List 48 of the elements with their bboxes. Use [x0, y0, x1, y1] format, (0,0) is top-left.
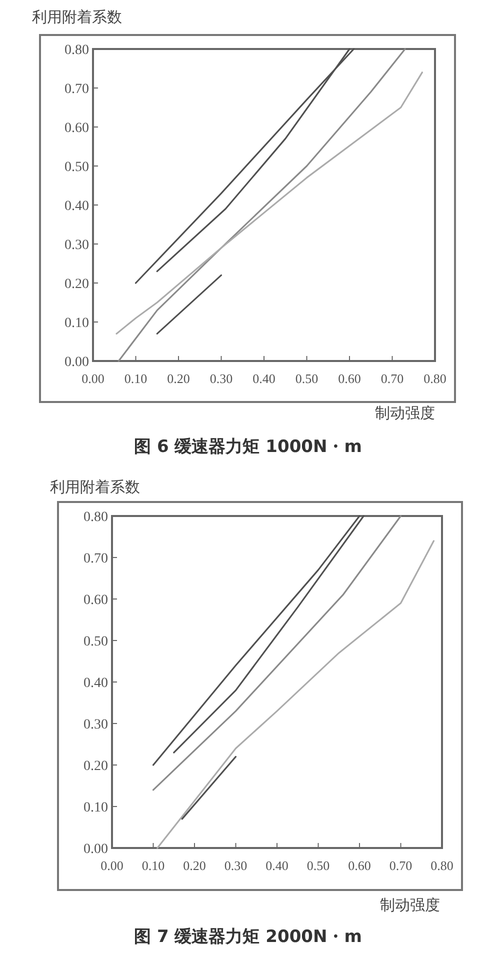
x-tick-label: 0.10: [142, 858, 165, 873]
x-tick-label: 0.80: [424, 371, 446, 386]
y-tick-label: 0.20: [64, 277, 89, 292]
line-series: [134, 48, 355, 284]
text: 图 6 缓速器力矩 1000N・m: [134, 437, 362, 457]
y-tick-label: 0.30: [64, 238, 89, 253]
y-tick-label: 0.00: [64, 355, 89, 370]
y-tick-label: 0.60: [64, 121, 89, 136]
line-series: [118, 48, 406, 362]
y-axis-title: 利用附着系数: [50, 478, 140, 496]
y-tick-label: 0.80: [84, 510, 108, 525]
x-tick-label: 0.60: [338, 371, 361, 386]
line-series: [152, 515, 402, 791]
line-series: [116, 72, 423, 334]
y-axis-title: 利用附着系数: [32, 8, 122, 26]
y-tick-label: 0.00: [84, 842, 108, 857]
text: 图 7 缓速器力矩 2000N・m: [134, 927, 362, 947]
x-tick-label: 0.20: [167, 371, 190, 386]
x-tick-label: 0.30: [224, 858, 248, 873]
x-tick-label: 0.50: [295, 371, 318, 386]
y-tick-label: 0.40: [84, 676, 108, 691]
y-tick-label: 0.80: [64, 43, 89, 58]
line-series: [173, 515, 364, 754]
y-tick-label: 0.30: [84, 718, 108, 732]
y-tick-label: 0.50: [64, 160, 89, 175]
y-tick-label: 0.50: [84, 634, 108, 650]
x-tick-label: 0.00: [100, 858, 124, 873]
x-tick-label: 0.70: [380, 371, 404, 386]
y-tick-label: 0.10: [64, 316, 89, 331]
x-tick-label: 0.70: [389, 858, 412, 873]
y-tick-label: 0.10: [84, 800, 108, 816]
x-tick-label: 0.30: [210, 371, 233, 386]
y-tick-label: 0.60: [84, 593, 108, 608]
x-tick-label: 0.80: [430, 858, 454, 873]
y-tick-label: 0.70: [84, 552, 108, 566]
y-tick-label: 0.70: [64, 82, 89, 97]
x-tick-label: 0.50: [306, 858, 330, 873]
x-axis-title: 制动强度: [375, 404, 435, 422]
line-series: [152, 515, 360, 766]
x-tick-label: 0.10: [124, 371, 148, 386]
x-axis-title: 制动强度: [380, 896, 440, 914]
line-series: [156, 540, 435, 849]
y-tick-label: 0.20: [84, 759, 108, 774]
y-tick-label: 0.40: [64, 199, 89, 214]
x-tick-label: 0.60: [348, 858, 371, 873]
x-tick-label: 0.40: [252, 371, 276, 386]
x-tick-label: 0.40: [266, 858, 288, 873]
x-tick-label: 0.20: [183, 858, 206, 873]
